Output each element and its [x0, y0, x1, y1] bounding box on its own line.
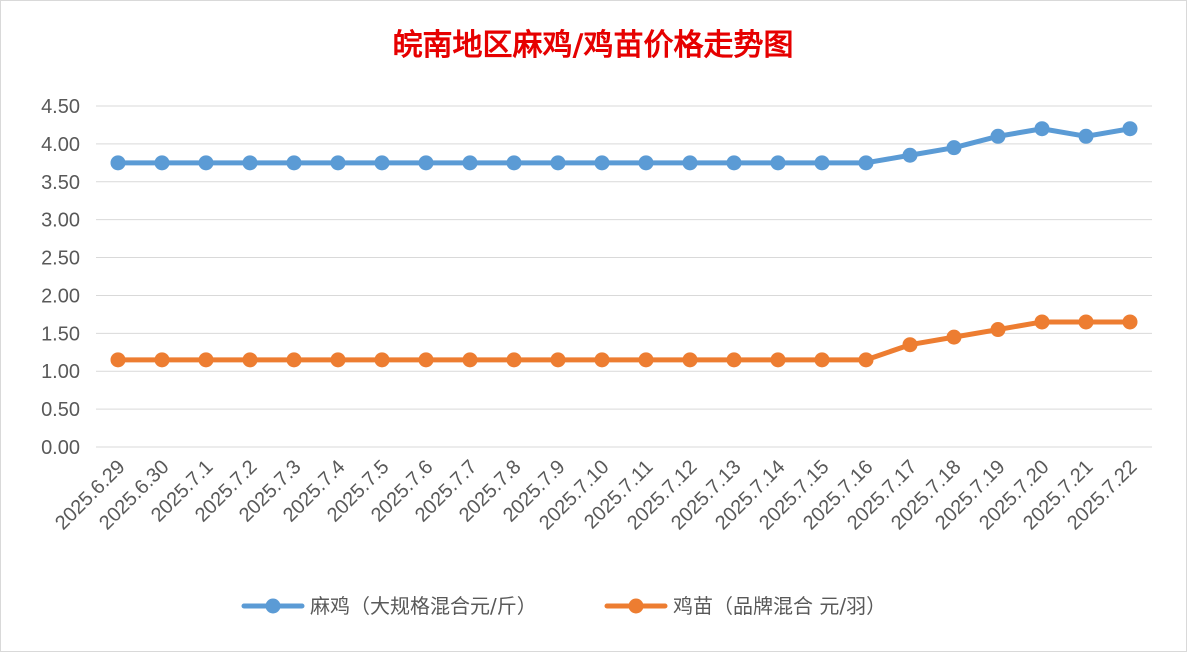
data-point: [1078, 314, 1094, 330]
gridlines: [96, 105, 1152, 448]
data-point: [990, 322, 1006, 338]
data-point: [638, 155, 654, 171]
data-point: [902, 147, 918, 163]
data-point: [858, 155, 874, 171]
legend-label: 麻鸡（大规格混合元/斤）: [310, 594, 537, 618]
data-point: [242, 352, 258, 368]
y-axis-ticks: 0.00 0.50 1.00 1.50 2.00 2.50 3.00 3.50 4.00 4.50: [41, 96, 80, 459]
y-tick-label: 1.00: [41, 361, 80, 383]
data-point: [286, 155, 302, 171]
data-point: [1122, 121, 1138, 137]
data-point: [506, 352, 522, 368]
legend: 麻鸡（大规格混合元/斤） 鸡苗（品牌混合 元/羽）: [241, 594, 886, 618]
chart-title: 皖南地区麻鸡/鸡苗价格走势图: [393, 28, 794, 63]
data-point: [814, 155, 830, 171]
y-tick-label: 2.00: [41, 285, 80, 307]
data-point: [550, 155, 566, 171]
data-point: [946, 329, 962, 345]
y-tick-label: 0.50: [41, 399, 80, 421]
y-tick-label: 4.50: [41, 96, 80, 118]
data-point: [198, 352, 214, 368]
data-point: [726, 155, 742, 171]
data-point: [770, 155, 786, 171]
y-tick-label: 2.50: [41, 248, 80, 270]
y-tick-label: 4.00: [41, 134, 80, 156]
series-group: [110, 121, 1138, 368]
data-point: [154, 155, 170, 171]
data-point: [858, 352, 874, 368]
data-point: [286, 352, 302, 368]
data-point: [550, 352, 566, 368]
data-point: [1034, 121, 1050, 137]
series-1: [110, 121, 1138, 171]
data-point: [682, 155, 698, 171]
data-point: [242, 155, 258, 171]
data-point: [154, 352, 170, 368]
data-point: [726, 352, 742, 368]
legend-marker: [628, 598, 644, 614]
data-point: [462, 155, 478, 171]
data-point: [814, 352, 830, 368]
data-point: [110, 352, 126, 368]
data-point: [330, 155, 346, 171]
data-point: [638, 352, 654, 368]
legend-item: 鸡苗（品牌混合 元/羽）: [604, 594, 886, 618]
data-point: [198, 155, 214, 171]
legend-label: 鸡苗（品牌混合 元/羽）: [673, 594, 886, 618]
data-point: [1122, 314, 1138, 330]
series-2: [110, 314, 1138, 368]
data-point: [946, 140, 962, 156]
data-point: [374, 155, 390, 171]
y-tick-label: 3.50: [41, 172, 80, 194]
data-point: [418, 352, 434, 368]
legend-item: 麻鸡（大规格混合元/斤）: [241, 594, 537, 618]
data-point: [418, 155, 434, 171]
data-point: [110, 155, 126, 171]
y-tick-label: 3.00: [41, 210, 80, 232]
y-tick-label: 0.00: [41, 437, 80, 459]
data-point: [330, 352, 346, 368]
data-point: [902, 337, 918, 353]
data-point: [682, 352, 698, 368]
data-point: [990, 128, 1006, 144]
data-point: [594, 155, 610, 171]
data-point: [1078, 128, 1094, 144]
data-point: [374, 352, 390, 368]
y-tick-label: 1.50: [41, 323, 80, 345]
data-point: [1034, 314, 1050, 330]
data-point: [506, 155, 522, 171]
data-point: [594, 352, 610, 368]
data-point: [770, 352, 786, 368]
data-point: [462, 352, 478, 368]
legend-marker: [265, 598, 281, 614]
